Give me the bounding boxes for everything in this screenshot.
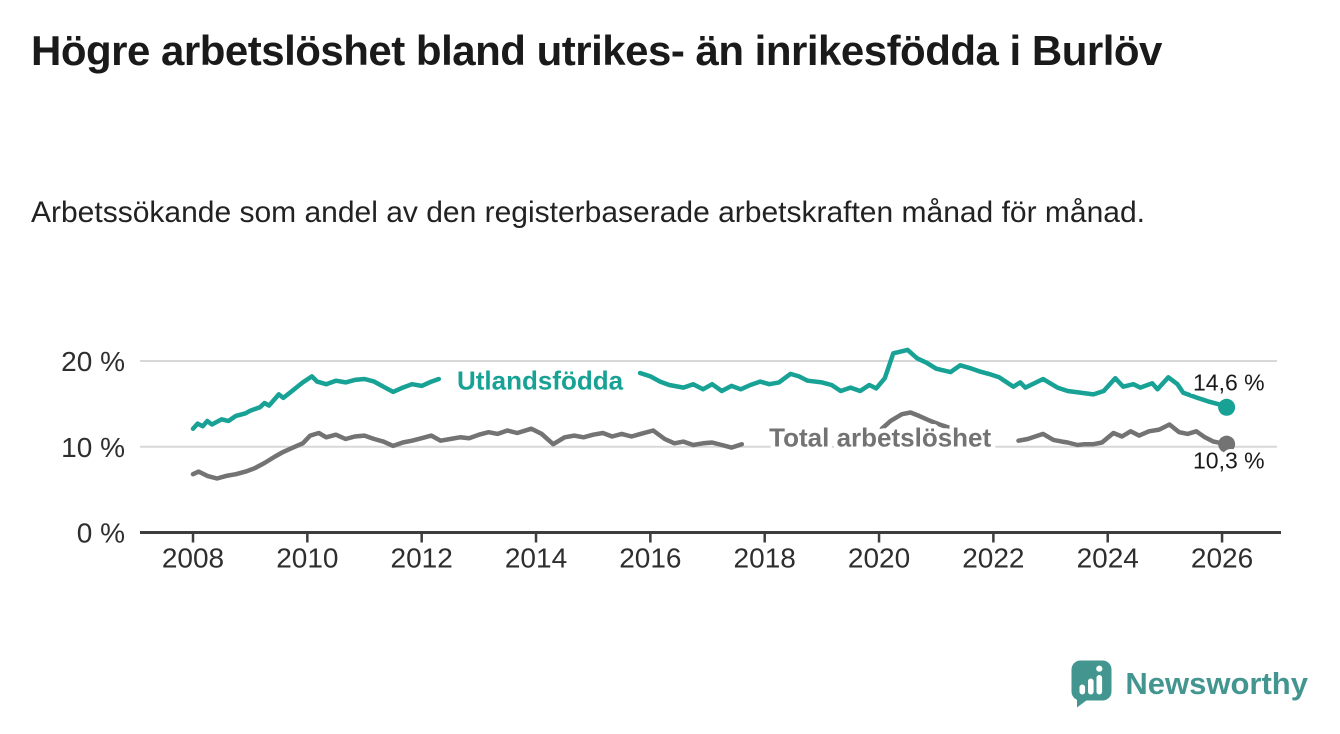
newsworthy-logo-icon [1071,660,1112,708]
y-axis-label-0: 0 % [77,518,125,549]
x-axis-label-2020: 2020 [848,543,910,574]
logo-bubble-tail [1077,696,1092,708]
series-line-utlandsfodda-segment-1 [637,347,1229,410]
page-title: Högre arbetslöshet bland utrikes- än inr… [31,27,1162,74]
series-end-dot-total-arbetsloshet [1218,435,1236,453]
y-axis-label-20: 20 % [61,346,125,377]
series-label-total-arbetsloshet: Total arbetslöshet [769,422,991,452]
logo-bar-tall [1096,675,1103,695]
series-end-dot-utlandsfodda [1218,398,1236,416]
x-axis-label-2018: 2018 [734,543,796,574]
x-axis-label-2022: 2022 [962,543,1024,574]
x-axis-label-2012: 2012 [391,543,453,574]
logo-exclamation-dot [1096,665,1103,672]
series-label-utlandsfodda: Utlandsfödda [457,366,624,396]
unemployment-chart: 0 % 10 % 20 % 2008 2010 2012 2014 2016 2018 2020 2… [61,346,1281,574]
x-axis-label-2016: 2016 [619,543,681,574]
newsworthy-logo-text: Newsworthy [1125,666,1308,701]
series-end-value-total-arbetsloshet: 10,3 % [1193,448,1265,474]
x-axis-label-2024: 2024 [1077,543,1139,574]
y-axis-label-10: 10 % [61,432,125,463]
series-end-value-utlandsfodda: 14,6 % [1193,369,1265,395]
logo-bar-short [1079,684,1086,695]
x-axis-label-2026: 2026 [1191,543,1253,574]
x-axis-label-2010: 2010 [276,543,338,574]
series-line-utlandsfodda-segment-0 [190,374,442,431]
x-axis-label-2014: 2014 [505,543,567,574]
newsworthy-logo: Newsworthy [1071,660,1308,708]
series-line-total-arbetsloshet-segment-1 [879,410,958,432]
x-axis-label-2008: 2008 [162,543,224,574]
logo-bar-mid [1088,678,1094,695]
series-line-total-arbetsloshet-segment-2 [1016,422,1229,448]
series-line-total-arbetsloshet-segment-0 [190,426,745,481]
page-subtitle: Arbetssökande som andel av den registerb… [31,196,1145,229]
